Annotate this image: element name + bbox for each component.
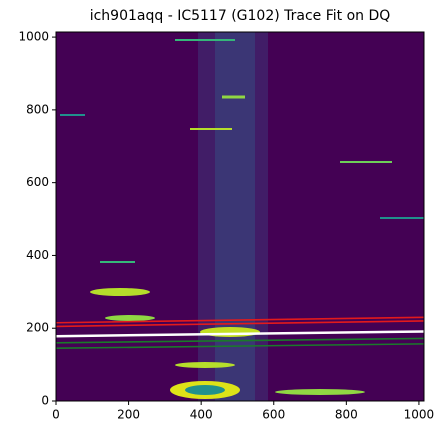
trace-line	[56, 337, 424, 344]
x-tick-label: 1000	[404, 408, 435, 422]
trace-line	[56, 343, 424, 350]
y-tick-label: 200	[26, 321, 49, 335]
x-tick-label: 800	[335, 408, 358, 422]
axes-frame	[55, 31, 425, 402]
trace-line	[56, 330, 424, 338]
trace-line	[56, 316, 424, 324]
x-tick-label: 200	[117, 408, 140, 422]
image-features	[60, 32, 424, 401]
y-tick-label: 1000	[18, 30, 49, 44]
y-tick-label: 600	[26, 175, 49, 189]
y-tick-label: 0	[41, 394, 49, 408]
y-tick-label: 800	[26, 102, 49, 116]
x-tick-label: 600	[262, 408, 285, 422]
x-tick-label: 400	[190, 408, 213, 422]
trace-lines	[56, 316, 424, 350]
y-tick-label: 400	[26, 248, 49, 262]
chart-title: ich901aqq - IC5117 (G102) Trace Fit on D…	[90, 8, 391, 24]
trace-line	[56, 320, 424, 328]
x-tick-label: 0	[52, 408, 60, 422]
